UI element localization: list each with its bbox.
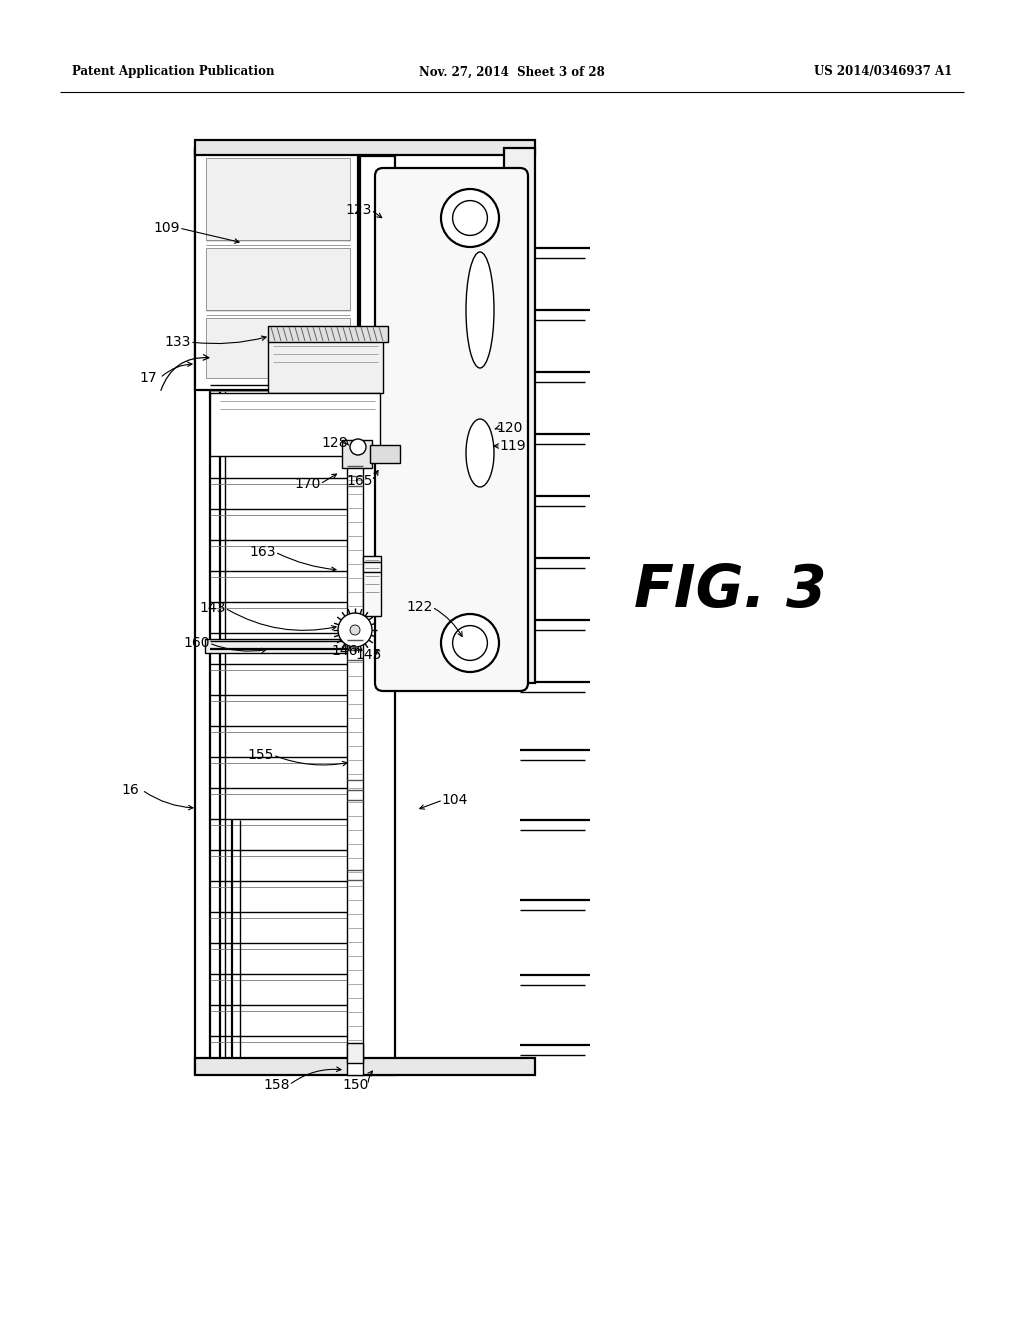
Text: 160: 160 bbox=[183, 636, 210, 649]
Bar bbox=[195, 148, 358, 389]
Bar bbox=[504, 148, 535, 682]
Text: FIG. 3: FIG. 3 bbox=[634, 561, 826, 619]
Bar bbox=[206, 318, 350, 378]
Text: 120: 120 bbox=[497, 421, 523, 436]
Text: 145: 145 bbox=[355, 648, 382, 663]
Text: 155: 155 bbox=[248, 748, 274, 762]
Bar bbox=[210, 393, 380, 455]
Bar bbox=[206, 248, 350, 310]
Bar bbox=[347, 1043, 362, 1063]
Circle shape bbox=[350, 440, 366, 455]
Bar bbox=[268, 326, 388, 342]
Bar bbox=[342, 440, 372, 469]
Circle shape bbox=[453, 201, 487, 235]
Text: 170: 170 bbox=[295, 477, 322, 491]
Bar bbox=[206, 158, 350, 240]
FancyBboxPatch shape bbox=[375, 168, 528, 690]
Text: 133: 133 bbox=[165, 335, 191, 348]
Bar bbox=[347, 455, 362, 1074]
Text: US 2014/0346937 A1: US 2014/0346937 A1 bbox=[814, 66, 952, 78]
Bar bbox=[205, 639, 352, 653]
Text: 128: 128 bbox=[322, 436, 348, 450]
Text: 119: 119 bbox=[500, 440, 526, 453]
Text: 17: 17 bbox=[139, 371, 157, 385]
Text: 16: 16 bbox=[121, 783, 139, 797]
Circle shape bbox=[453, 626, 487, 660]
Bar bbox=[362, 556, 381, 616]
Bar bbox=[370, 445, 400, 463]
Text: 165: 165 bbox=[347, 474, 374, 488]
Bar bbox=[195, 140, 535, 154]
Bar bbox=[268, 338, 383, 393]
Bar bbox=[360, 156, 395, 1074]
Text: Nov. 27, 2014  Sheet 3 of 28: Nov. 27, 2014 Sheet 3 of 28 bbox=[419, 66, 605, 78]
Bar bbox=[195, 1059, 535, 1074]
Text: 122: 122 bbox=[407, 601, 433, 614]
Ellipse shape bbox=[466, 418, 494, 487]
Text: 104: 104 bbox=[441, 793, 468, 807]
Circle shape bbox=[441, 189, 499, 247]
Text: 143: 143 bbox=[200, 601, 226, 615]
Text: 146: 146 bbox=[332, 644, 358, 657]
Text: 123: 123 bbox=[346, 203, 372, 216]
Text: 109: 109 bbox=[154, 220, 180, 235]
Text: 163: 163 bbox=[250, 545, 276, 558]
Text: 158: 158 bbox=[264, 1078, 290, 1092]
Circle shape bbox=[441, 614, 499, 672]
Text: 150: 150 bbox=[343, 1078, 370, 1092]
Ellipse shape bbox=[466, 252, 494, 368]
Text: Patent Application Publication: Patent Application Publication bbox=[72, 66, 274, 78]
Circle shape bbox=[350, 624, 360, 635]
Circle shape bbox=[338, 612, 372, 647]
